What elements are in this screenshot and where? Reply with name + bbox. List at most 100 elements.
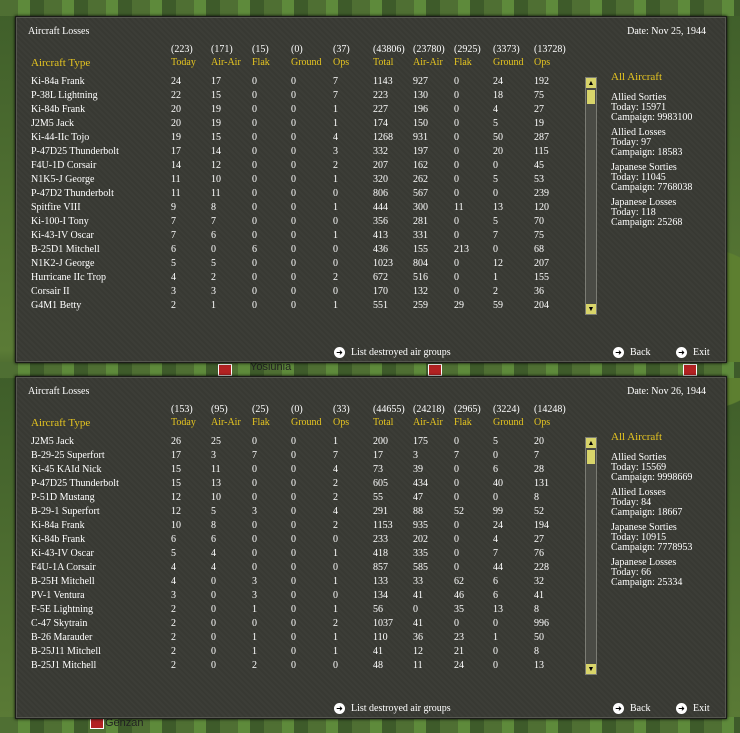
table-row[interactable]: Ki-84b Frank 6 6 0 0 0 233 202 0 4 27 bbox=[16, 534, 576, 548]
column-header[interactable]: Flak bbox=[454, 57, 472, 68]
value-cell: 5 bbox=[493, 118, 498, 129]
value-cell: 24 bbox=[493, 520, 503, 531]
table-row[interactable]: B-25D1 Mitchell 6 0 6 0 0 436 155 213 0 68 bbox=[16, 244, 576, 258]
scroll-thumb[interactable] bbox=[587, 90, 595, 104]
column-header[interactable]: Flak bbox=[252, 417, 270, 428]
table-row[interactable]: B-25H Mitchell 4 0 3 0 1 133 33 62 6 32 bbox=[16, 576, 576, 590]
table-row[interactable]: P-51D Mustang 12 10 0 0 2 55 47 0 0 8 bbox=[16, 492, 576, 506]
exit-button[interactable]: ➜ Exit bbox=[676, 703, 710, 714]
table-row[interactable]: B-25J11 Mitchell 2 0 1 0 1 41 12 21 0 8 bbox=[16, 646, 576, 660]
aircraft-type-cell: F4U-1D Corsair bbox=[31, 160, 97, 171]
value-cell: 0 bbox=[252, 548, 257, 559]
column-header[interactable]: Total bbox=[373, 417, 394, 428]
table-row[interactable]: PV-1 Ventura 3 0 3 0 0 134 41 46 6 41 bbox=[16, 590, 576, 604]
summary-value: Today: 84 bbox=[611, 497, 652, 508]
value-cell: 24 bbox=[454, 660, 464, 671]
value-cell: 0 bbox=[454, 534, 459, 545]
table-row[interactable]: Ki-44-IIc Tojo 19 15 0 0 4 1268 931 0 50 287 bbox=[16, 132, 576, 146]
value-cell: 0 bbox=[291, 478, 296, 489]
table-row[interactable]: F-5E Lightning 2 0 1 0 1 56 0 35 13 8 bbox=[16, 604, 576, 618]
column-header[interactable]: Ground bbox=[291, 417, 322, 428]
map-strip-bottom bbox=[0, 717, 740, 733]
aircraft-type-cell: Hurricane IIc Trop bbox=[31, 272, 106, 283]
back-button[interactable]: ➜ Back bbox=[613, 703, 651, 714]
all-aircraft-filter[interactable]: All Aircraft bbox=[611, 71, 663, 83]
table-row[interactable]: Ki-45 KAId Nick 15 11 0 0 4 73 39 0 6 28 bbox=[16, 464, 576, 478]
value-cell: 0 bbox=[454, 160, 459, 171]
value-cell: 0 bbox=[252, 464, 257, 475]
all-aircraft-filter[interactable]: All Aircraft bbox=[611, 431, 663, 443]
base-marker[interactable] bbox=[683, 364, 697, 376]
column-header[interactable]: Ops bbox=[534, 417, 551, 428]
table-row[interactable]: Ki-100-I Tony 7 7 0 0 0 356 281 0 5 70 bbox=[16, 216, 576, 230]
table-row[interactable]: Spitfire VIII 9 8 0 0 1 444 300 11 13 120 bbox=[16, 202, 576, 216]
column-header[interactable]: Air-Air bbox=[211, 417, 241, 428]
table-row[interactable]: N1K2-J George 5 5 0 0 0 1023 804 0 12 207 bbox=[16, 258, 576, 272]
exit-button[interactable]: ➜ Exit bbox=[676, 347, 710, 358]
table-row[interactable]: Ki-43-IV Oscar 7 6 0 0 1 413 331 0 7 75 bbox=[16, 230, 576, 244]
table-row[interactable]: Ki-43-IV Oscar 5 4 0 0 1 418 335 0 7 76 bbox=[16, 548, 576, 562]
value-cell: 0 bbox=[291, 562, 296, 573]
value-cell: 0 bbox=[291, 548, 296, 559]
table-row[interactable]: P-47D25 Thunderbolt 17 14 0 0 3 332 197 0 20 115 bbox=[16, 146, 576, 160]
table-row[interactable]: N1K5-J George 11 10 0 0 1 320 262 0 5 53 bbox=[16, 174, 576, 188]
summary-block: Japanese Losses Today: 66 Campaign: 25334 bbox=[611, 558, 682, 588]
column-header[interactable]: Aircraft Type bbox=[31, 417, 91, 429]
table-row[interactable]: Ki-84b Frank 20 19 0 0 1 227 196 0 4 27 bbox=[16, 104, 576, 118]
table-row[interactable]: J2M5 Jack 20 19 0 0 1 174 150 0 5 19 bbox=[16, 118, 576, 132]
scroll-down-icon[interactable]: ▼ bbox=[586, 664, 596, 674]
column-header[interactable]: Flak bbox=[252, 57, 270, 68]
column-header[interactable]: Ground bbox=[493, 57, 524, 68]
table-row[interactable]: Hurricane IIc Trop 4 2 0 0 2 672 516 0 1 155 bbox=[16, 272, 576, 286]
table-row[interactable]: Ki-84a Frank 10 8 0 0 2 1153 935 0 24 194 bbox=[16, 520, 576, 534]
table-row[interactable]: P-47D2 Thunderbolt 11 11 0 0 0 806 567 0 0 239 bbox=[16, 188, 576, 202]
column-header[interactable]: Ops bbox=[534, 57, 551, 68]
column-header[interactable]: Air-Air bbox=[413, 417, 443, 428]
scroll-up-icon[interactable]: ▲ bbox=[586, 438, 596, 448]
vertical-scrollbar[interactable]: ▲ ▼ bbox=[585, 77, 597, 315]
table-row[interactable]: P-38L Lightning 22 15 0 0 7 223 130 0 18 75 bbox=[16, 90, 576, 104]
back-button[interactable]: ➜ Back bbox=[613, 347, 651, 358]
list-destroyed-air-groups-button[interactable]: ➜ List destroyed air groups bbox=[334, 347, 451, 358]
column-header[interactable]: Aircraft Type bbox=[31, 57, 91, 69]
list-destroyed-air-groups-button[interactable]: ➜ List destroyed air groups bbox=[334, 703, 451, 714]
column-header[interactable]: Today bbox=[171, 417, 196, 428]
value-cell: 3 bbox=[413, 450, 418, 461]
table-row[interactable]: B-26 Marauder 2 0 1 0 1 110 36 23 1 50 bbox=[16, 632, 576, 646]
table-row[interactable]: F4U-1D Corsair 14 12 0 0 2 207 162 0 0 45 bbox=[16, 160, 576, 174]
value-cell: 0 bbox=[493, 188, 498, 199]
table-row[interactable]: B-25J1 Mitchell 2 0 2 0 0 48 11 24 0 13 bbox=[16, 660, 576, 674]
table-row[interactable]: J2M5 Jack 26 25 0 0 1 200 175 0 5 20 bbox=[16, 436, 576, 450]
summary-value: Campaign: 25268 bbox=[611, 217, 683, 228]
table-row[interactable]: P-47D25 Thunderbolt 15 13 0 0 2 605 434 0 40 131 bbox=[16, 478, 576, 492]
table-row[interactable]: C-47 Skytrain 2 0 0 0 2 1037 41 0 0 996 bbox=[16, 618, 576, 632]
scroll-down-icon[interactable]: ▼ bbox=[586, 304, 596, 314]
column-header[interactable]: Ops bbox=[333, 57, 350, 68]
base-marker[interactable] bbox=[428, 364, 442, 376]
vertical-scrollbar[interactable]: ▲ ▼ bbox=[585, 437, 597, 675]
table-row[interactable]: Ki-84a Frank 24 17 0 0 7 1143 927 0 24 192 bbox=[16, 76, 576, 90]
column-header[interactable]: Air-Air bbox=[211, 57, 241, 68]
scroll-up-icon[interactable]: ▲ bbox=[586, 78, 596, 88]
column-header[interactable]: Today bbox=[171, 57, 196, 68]
table-row[interactable]: Corsair II 3 3 0 0 0 170 132 0 2 36 bbox=[16, 286, 576, 300]
value-cell: 0 bbox=[211, 244, 216, 255]
column-header[interactable]: Total bbox=[373, 57, 394, 68]
value-cell: 567 bbox=[413, 188, 428, 199]
value-cell: 0 bbox=[252, 118, 257, 129]
column-header[interactable]: Air-Air bbox=[413, 57, 443, 68]
table-row[interactable]: G4M1 Betty 2 1 0 0 1 551 259 29 59 204 bbox=[16, 300, 576, 314]
base-marker[interactable] bbox=[218, 364, 232, 376]
value-cell: 0 bbox=[454, 272, 459, 283]
column-header[interactable]: Ground bbox=[493, 417, 524, 428]
arrow-right-icon: ➜ bbox=[613, 347, 624, 358]
column-header[interactable]: Ops bbox=[333, 417, 350, 428]
scroll-thumb[interactable] bbox=[587, 450, 595, 464]
value-cell: 0 bbox=[252, 562, 257, 573]
column-header[interactable]: Ground bbox=[291, 57, 322, 68]
value-cell: 2 bbox=[171, 300, 176, 311]
column-header[interactable]: Flak bbox=[454, 417, 472, 428]
table-row[interactable]: F4U-1A Corsair 4 4 0 0 0 857 585 0 44 228 bbox=[16, 562, 576, 576]
table-row[interactable]: B-29-25 Superfort 17 3 7 0 7 17 3 7 0 7 bbox=[16, 450, 576, 464]
table-row[interactable]: B-29-1 Superfort 12 5 3 0 4 291 88 52 99 52 bbox=[16, 506, 576, 520]
